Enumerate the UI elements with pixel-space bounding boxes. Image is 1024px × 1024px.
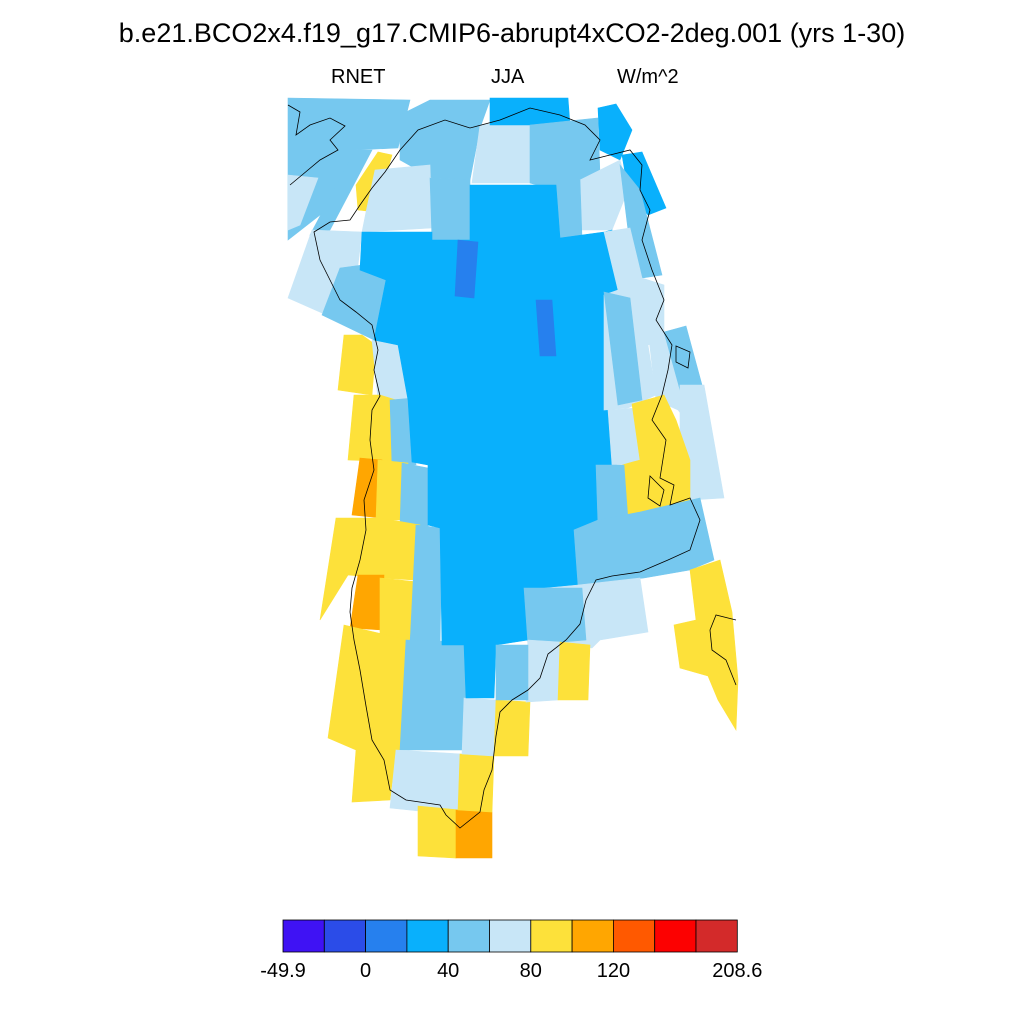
map-cell	[493, 699, 531, 757]
colorbar-label: 40	[437, 960, 460, 982]
units-label: W/m^2	[617, 66, 679, 88]
greenland-coastline	[287, 104, 737, 829]
map-cell	[619, 163, 663, 279]
coastline-north-fjords	[287, 104, 346, 186]
variable-label: RNET	[331, 66, 386, 88]
colorbar-bin	[530, 919, 573, 953]
map-cells-east	[495, 227, 739, 732]
colorbar-label: 80	[519, 960, 542, 982]
colorbar-bin	[654, 919, 697, 953]
map-cells-west	[287, 229, 531, 859]
map-cell	[454, 239, 479, 299]
coastline-iceland	[709, 614, 737, 686]
colorbar-bin	[489, 919, 532, 953]
coastline-main	[313, 107, 701, 829]
map-cells-interior	[359, 184, 629, 699]
colorbar-bin	[282, 919, 325, 953]
map-title: b.e21.BCO2x4.f19_g17.CMIP6-abrupt4xCO2-2…	[118, 18, 906, 48]
colorbar-label: 0	[360, 960, 372, 982]
coastline-east-isle	[675, 345, 691, 369]
map-cell	[597, 103, 633, 161]
map-cell	[523, 587, 587, 646]
colorbar-bin	[365, 919, 408, 953]
map-cell	[603, 291, 643, 406]
map-cells-north	[287, 97, 667, 279]
colorbar-bin	[406, 919, 449, 953]
map-cell	[535, 299, 557, 357]
map-cell	[495, 644, 529, 701]
map-cell	[319, 517, 421, 621]
map-cell	[361, 164, 433, 233]
coastline-east-fjord	[647, 475, 665, 507]
map-cell	[673, 559, 739, 732]
colorbar-label: 208.6	[712, 960, 763, 982]
map-cell	[557, 641, 591, 701]
colorbar-bin	[613, 919, 656, 953]
map-cell	[399, 99, 491, 181]
colorbar-label: -49.9	[260, 960, 306, 982]
colorbar-bin	[571, 919, 614, 953]
map-cell	[309, 149, 373, 236]
colorbar-bin	[695, 919, 738, 953]
colorbar-bin	[447, 919, 490, 953]
season-label: JJA	[491, 66, 525, 88]
colorbar-label: 120	[596, 960, 631, 982]
colorbar-bin	[323, 919, 366, 953]
map-cell	[287, 174, 319, 231]
